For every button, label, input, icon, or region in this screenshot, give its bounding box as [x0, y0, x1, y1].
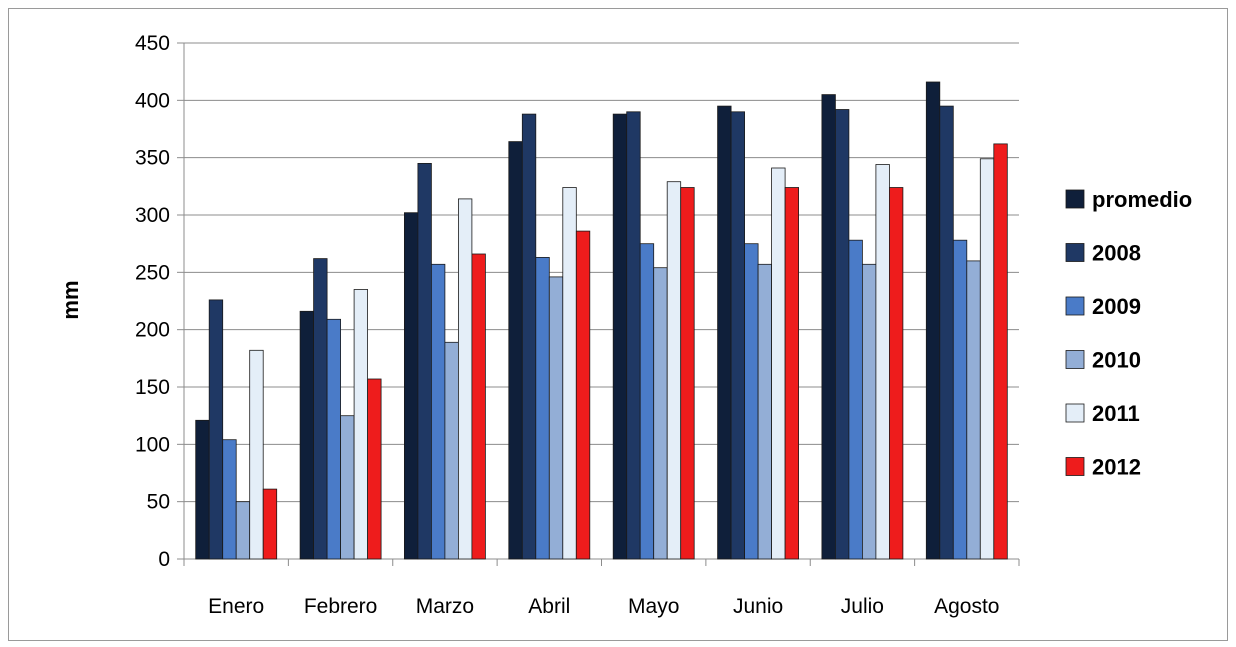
bar-2011-abril [562, 187, 577, 560]
legend-swatch [1065, 350, 1085, 369]
bar-2009-julio [848, 239, 863, 560]
bar-2012-mayo [680, 187, 695, 560]
bar-promedio-abril [508, 141, 523, 560]
y-tick-label: 250 [135, 261, 170, 284]
legend-item-2012: 2012 [1065, 455, 1141, 480]
bar-2008-abril [521, 113, 537, 560]
y-tick-label: 350 [135, 147, 170, 170]
legend-swatch [1065, 403, 1085, 423]
legend-label: 2008 [1092, 241, 1141, 266]
x-category-label: Marzo [416, 595, 474, 618]
legend-label: 2012 [1092, 455, 1141, 480]
bar-2008-febrero [313, 258, 328, 560]
legend-swatch [1065, 457, 1085, 476]
bar-2012-marzo [471, 253, 486, 560]
x-category-label: Abril [528, 595, 570, 618]
legend-label: 2011 [1092, 401, 1140, 426]
bar-2011-mayo [666, 181, 682, 560]
bar-2009-enero [222, 439, 237, 560]
bar-2009-marzo [430, 263, 446, 560]
bar-2010-marzo [444, 341, 459, 560]
bar-2008-enero [208, 299, 224, 560]
bar-2010-agosto [966, 260, 981, 560]
bar-2008-julio [835, 109, 850, 560]
bar-2009-agosto [952, 239, 968, 560]
legend: promedio 2008 2009 2010 2011 2012 [1065, 187, 1192, 480]
y-tick-label: 450 [135, 32, 170, 55]
y-axis-label: mm [58, 280, 83, 319]
bar-2011-enero [249, 349, 264, 560]
x-category-labels: Enero Febrero Marzo Abril Mayo Junio Julio Agos… [208, 595, 999, 618]
bar-2009-febrero [326, 318, 342, 560]
bar-promedio-enero [195, 419, 210, 560]
bar-2012-junio [784, 187, 799, 560]
bars [195, 81, 1008, 560]
y-tick-label: 50 [147, 491, 170, 514]
bar-2009-mayo [639, 243, 655, 560]
x-category-label: Junio [733, 595, 783, 618]
bar-2008-junio [730, 111, 745, 560]
bar-2011-agosto [979, 158, 995, 560]
bar-2012-febrero [367, 378, 382, 560]
y-tick-label: 100 [135, 433, 170, 456]
bar-2012-abril [575, 230, 591, 560]
legend-label: 2009 [1092, 294, 1141, 319]
bar-2009-abril [535, 256, 550, 560]
y-tick-label: 0 [158, 548, 170, 571]
legend-label: promedio [1092, 187, 1192, 212]
bar-2012-enero [262, 488, 278, 560]
legend-label: 2010 [1092, 348, 1141, 373]
legend-item-2010: 2010 [1065, 348, 1141, 373]
y-tick-label: 200 [135, 319, 170, 342]
bar-promedio-marzo [403, 212, 419, 560]
bar-2011-marzo [457, 198, 473, 560]
legend-item-2009: 2009 [1065, 294, 1141, 319]
bar-2011-julio [875, 164, 890, 560]
bar-2008-marzo [417, 162, 432, 560]
bar-2010-julio [862, 263, 877, 560]
bar-2008-agosto [939, 105, 954, 560]
bar-2010-junio [757, 263, 772, 560]
bar-promedio-agosto [925, 81, 941, 560]
x-category-label: Febrero [304, 595, 378, 618]
bar-2011-febrero [353, 289, 369, 560]
legend-item-promedio: promedio [1065, 187, 1192, 212]
legend-swatch [1065, 296, 1085, 316]
bar-2009-junio [744, 243, 759, 560]
bar-2010-enero [235, 501, 251, 560]
x-category-label: Mayo [628, 595, 679, 618]
y-tick-labels: 0 50 100 150 200 250 300 350 400 450 [135, 32, 170, 571]
bar-promedio-junio [717, 105, 732, 560]
x-category-label: Julio [841, 595, 884, 618]
bar-2008-mayo [626, 111, 641, 560]
bar-promedio-julio [821, 94, 836, 560]
legend-item-2011: 2011 [1065, 401, 1140, 426]
bar-promedio-febrero [299, 310, 315, 560]
bar-2010-mayo [653, 267, 668, 560]
legend-item-2008: 2008 [1065, 241, 1141, 266]
x-category-label: Agosto [934, 595, 999, 618]
bar-2010-febrero [340, 415, 355, 560]
bar-2012-agosto [993, 143, 1008, 560]
bar-2011-junio [771, 167, 786, 560]
x-category-label: Enero [208, 595, 264, 618]
legend-swatch [1065, 189, 1085, 209]
y-tick-label: 300 [135, 204, 170, 227]
y-tick-label: 150 [135, 376, 170, 399]
y-tick-label: 400 [135, 89, 170, 112]
bar-2012-julio [889, 187, 904, 560]
bar-2010-abril [548, 276, 564, 560]
bar-promedio-mayo [612, 113, 628, 560]
legend-swatch [1065, 243, 1085, 262]
